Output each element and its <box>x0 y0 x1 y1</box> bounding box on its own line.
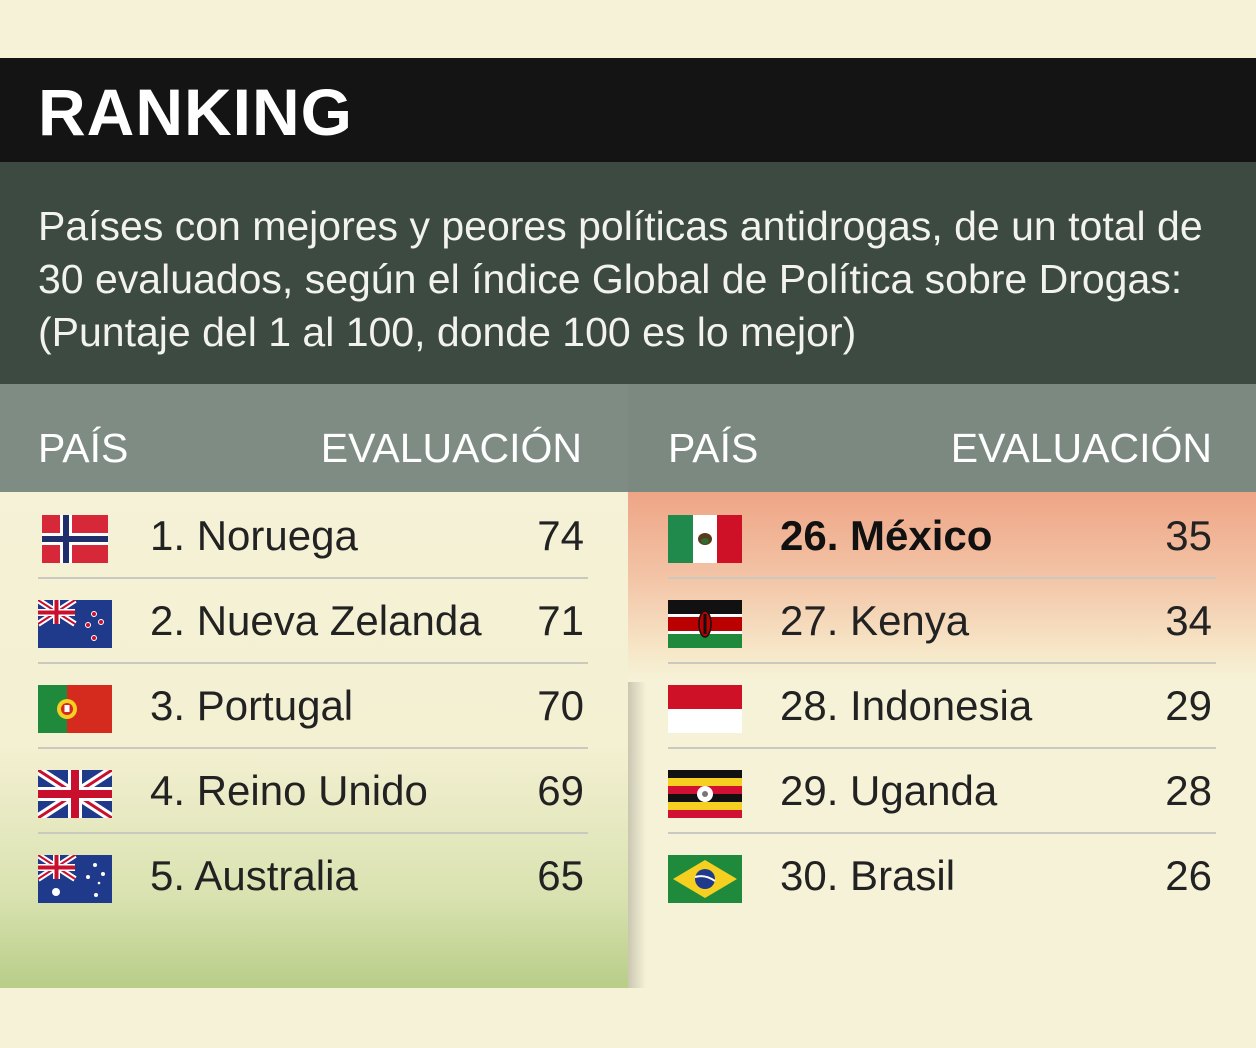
score-value: 71 <box>537 597 584 644</box>
list-item: 28. Indonesia 29 <box>668 662 1216 749</box>
norway-flag-icon <box>38 515 112 563</box>
page-title: RANKING <box>38 75 353 149</box>
list-item: 30. Brasil 26 <box>668 832 1216 917</box>
list-item: 5. Australia 65 <box>38 832 588 917</box>
score-column-label: EVALUACIÓN <box>950 425 1212 471</box>
country-column-label: PAÍS <box>38 425 129 471</box>
score-value: 65 <box>537 852 584 899</box>
score-value: 28 <box>1165 767 1212 814</box>
header-bar: RANKING <box>0 58 1256 162</box>
score-column-label: EVALUACIÓN <box>320 425 582 471</box>
kenya-flag-icon <box>668 600 742 648</box>
country-name: 27. Kenya <box>780 597 970 644</box>
country-name: 5. Australia <box>150 852 358 899</box>
country-name: 3. Portugal <box>150 682 354 729</box>
brazil-flag-icon <box>668 855 742 903</box>
country-name: 2. Nueva Zelanda <box>150 597 482 644</box>
country-name: 28. Indonesia <box>780 682 1033 729</box>
best-ranking-panel: PAÍS EVALUACIÓN 1. Noruega 74 2. Nueva Z… <box>0 384 628 988</box>
worst-ranking-panel: PAÍS EVALUACIÓN 26. México 35 27. Kenya … <box>628 384 1256 988</box>
score-value: 35 <box>1165 512 1212 559</box>
list-item: 1. Noruega 74 <box>38 492 588 579</box>
score-value: 70 <box>537 682 584 729</box>
uganda-flag-icon <box>668 770 742 818</box>
united-kingdom-flag-icon <box>38 770 112 818</box>
score-value: 26 <box>1165 852 1212 899</box>
country-name: 29. Uganda <box>780 767 998 814</box>
list-item: 27. Kenya 34 <box>668 577 1216 664</box>
country-name: 1. Noruega <box>150 512 358 559</box>
mexico-flag-icon <box>668 515 742 563</box>
portugal-flag-icon <box>38 685 112 733</box>
country-column-label: PAÍS <box>668 425 759 471</box>
list-item: 2. Nueva Zelanda 71 <box>38 577 588 664</box>
subtitle-text: Países con mejores y peores políticas an… <box>38 203 1203 355</box>
australia-flag-icon <box>38 855 112 903</box>
list-item: 29. Uganda 28 <box>668 747 1216 834</box>
best-column-header: PAÍS EVALUACIÓN <box>0 384 628 492</box>
new-zealand-flag-icon <box>38 600 112 648</box>
country-name: 4. Reino Unido <box>150 767 428 814</box>
list-item: 4. Reino Unido 69 <box>38 747 588 834</box>
score-value: 74 <box>537 512 584 559</box>
list-item-highlighted: 26. México 35 <box>668 492 1216 579</box>
score-value: 34 <box>1165 597 1212 644</box>
country-name: 26. México <box>780 512 993 559</box>
subtitle-box: Países con mejores y peores políticas an… <box>0 162 1256 384</box>
indonesia-flag-icon <box>668 685 742 733</box>
worst-column-header: PAÍS EVALUACIÓN <box>628 384 1256 492</box>
country-name: 30. Brasil <box>780 852 956 899</box>
list-item: 3. Portugal 70 <box>38 662 588 749</box>
score-value: 69 <box>537 767 584 814</box>
score-value: 29 <box>1165 682 1212 729</box>
